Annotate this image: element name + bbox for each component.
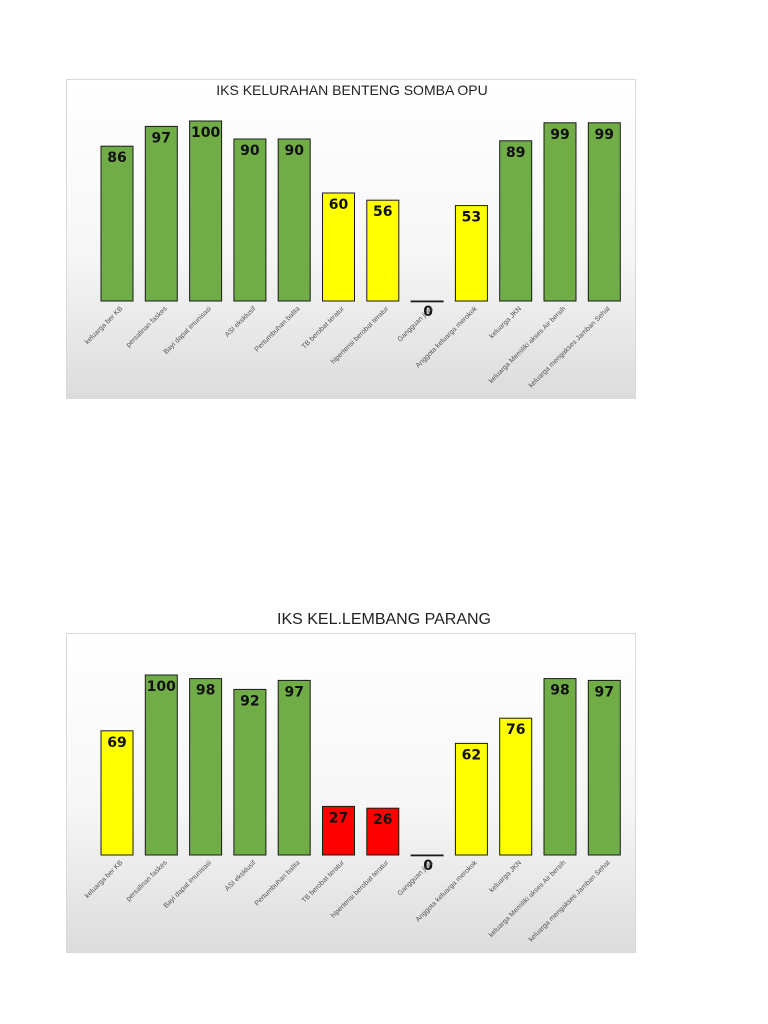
chart-title: IKS KELURAHAN BENTENG SOMBA OPU [216, 82, 488, 98]
data-label: 90 [284, 143, 304, 159]
bar [366, 807, 400, 856]
data-label: 89 [506, 145, 525, 161]
bar [189, 120, 223, 302]
data-label: 0 [423, 858, 433, 874]
bar [100, 730, 134, 856]
data-label: 98 [550, 683, 569, 699]
category-tick-label: Pertumbuhan balita [254, 305, 302, 353]
bar [543, 678, 577, 856]
data-label: 99 [550, 127, 569, 143]
category-tick-label: Bayi dapat imunisasi [163, 859, 214, 910]
data-label: 53 [462, 210, 481, 226]
data-label: 92 [240, 693, 259, 709]
bar-chart-svg: 86 keluarga ber KB 97 persalinan faskes 100 B… [84, 120, 621, 389]
bar [410, 300, 444, 303]
data-label: 62 [462, 747, 481, 763]
category-tick-label: keluarga Memiliki akses Air bersih [488, 859, 568, 939]
category-tick-label: keluarga mengakses Jamban Sehat [528, 859, 612, 943]
data-label: 86 [107, 150, 126, 166]
bar [587, 679, 621, 856]
data-label: 26 [373, 812, 392, 828]
category-tick-label: keluarga ber KB [84, 859, 125, 900]
category-tick-label: ASI eksklusif [224, 305, 257, 338]
data-label: 60 [329, 197, 349, 213]
bar [144, 125, 178, 302]
chart-title: IKS KEL.LEMBANG PARANG [277, 611, 491, 628]
bar [454, 742, 488, 856]
category-tick-label: Gangguan jiwa [397, 859, 435, 897]
data-label: 97 [595, 684, 614, 700]
data-label: 76 [506, 722, 525, 738]
data-label: 97 [284, 684, 303, 700]
bar [410, 854, 444, 857]
category-tick-label: Bayi dapat imunisasi [163, 305, 214, 356]
data-label: 97 [152, 130, 171, 146]
category-tick-label: keluarga JKN [488, 305, 523, 340]
category-tick-label: TB berobat teratur [301, 305, 347, 351]
bar [499, 717, 533, 856]
category-tick-label: keluarga JKN [488, 859, 523, 894]
bar [322, 192, 355, 302]
bar-chart-svg: 69 keluarga ber KB 100 persalinan faskes 98 B… [84, 674, 621, 943]
bar [233, 138, 267, 302]
category-tick-label: persalinan faskes [125, 305, 169, 349]
data-label: 100 [191, 125, 220, 141]
data-label: 56 [373, 204, 392, 220]
bar [233, 688, 267, 856]
bar [322, 805, 355, 856]
category-tick-label: keluarga ber KB [84, 305, 125, 346]
bar [499, 140, 533, 302]
bar [189, 678, 223, 856]
bar [277, 138, 311, 302]
bar [144, 674, 178, 856]
bar [587, 122, 621, 302]
data-label: 90 [240, 143, 260, 159]
data-label: 100 [147, 679, 176, 695]
data-label: 0 [423, 304, 433, 320]
bar [543, 122, 577, 302]
bar [454, 205, 488, 302]
chart-panel-lembang-parang: 69 keluarga ber KB 100 persalinan faskes 98 B… [66, 633, 636, 953]
category-tick-label: ASI eksklusif [224, 859, 257, 892]
data-label: 27 [329, 810, 348, 826]
category-tick-label: persalinan faskes [125, 859, 169, 903]
data-label: 98 [196, 683, 215, 699]
data-label: 99 [595, 127, 614, 143]
data-label: 69 [107, 735, 126, 751]
bar [100, 145, 134, 302]
category-tick-label: keluarga Memiliki akses Air bersih [488, 305, 568, 385]
bar [277, 679, 311, 856]
category-tick-label: Pertumbuhan balita [254, 859, 302, 907]
chart-panel-benteng-somba-opu: IKS KELURAHAN BENTENG SOMBA OPU 86 keluar… [66, 79, 636, 399]
bar [366, 199, 400, 302]
category-tick-label: TB berobat teratur [301, 859, 347, 905]
category-tick-label: Gangguan jiwa [397, 305, 435, 343]
category-tick-label: keluarga mengakses Jamban Sehat [528, 305, 612, 389]
